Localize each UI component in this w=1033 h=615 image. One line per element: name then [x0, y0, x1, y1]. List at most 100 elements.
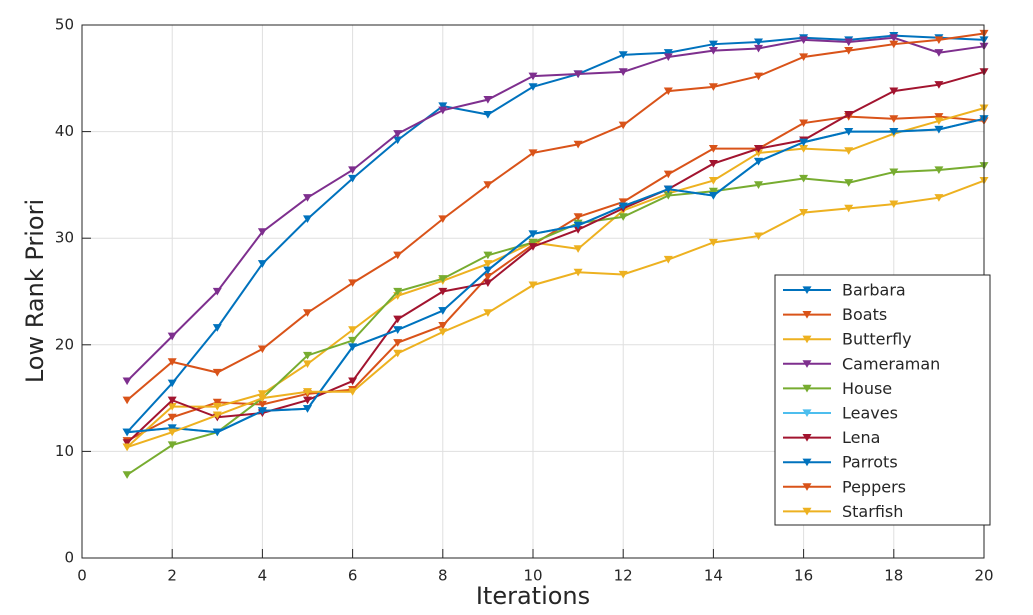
- marker: [167, 424, 177, 432]
- marker: [934, 166, 944, 175]
- marker: [167, 358, 177, 366]
- marker: [348, 279, 358, 288]
- marker: [303, 405, 312, 413]
- marker: [348, 166, 358, 175]
- marker: [528, 238, 538, 247]
- legend-label: Peppers: [842, 477, 906, 496]
- marker: [167, 413, 177, 422]
- marker: [348, 388, 358, 396]
- marker: [393, 287, 403, 296]
- marker: [708, 46, 718, 55]
- x-tick-label: 20: [974, 567, 993, 585]
- marker: [889, 168, 899, 177]
- marker: [708, 191, 718, 200]
- marker: [303, 351, 312, 360]
- marker: [934, 113, 944, 121]
- marker: [573, 221, 583, 230]
- marker: [799, 53, 809, 62]
- marker: [212, 411, 222, 420]
- marker: [528, 149, 538, 157]
- x-tick-label: 14: [704, 567, 723, 585]
- marker: [348, 326, 358, 334]
- marker: [348, 336, 358, 345]
- marker: [393, 251, 403, 260]
- marker: [708, 187, 718, 196]
- marker: [393, 136, 403, 145]
- marker: [483, 260, 493, 268]
- marker: [799, 174, 809, 183]
- marker: [122, 471, 132, 479]
- marker: [618, 202, 628, 211]
- marker: [573, 213, 583, 221]
- marker: [889, 128, 899, 136]
- legend-marker: [802, 335, 812, 344]
- marker: [528, 83, 538, 91]
- y-tick-label: 50: [55, 16, 74, 34]
- legend-label: Lena: [842, 428, 880, 447]
- marker: [212, 287, 222, 296]
- marker: [663, 185, 673, 194]
- marker: [618, 198, 628, 207]
- marker: [844, 179, 854, 187]
- marker: [257, 345, 267, 354]
- legend-marker: [802, 384, 812, 393]
- marker: [303, 360, 312, 369]
- marker: [438, 275, 448, 283]
- marker: [754, 44, 763, 53]
- marker: [257, 390, 267, 398]
- marker: [257, 228, 267, 236]
- marker: [393, 349, 403, 358]
- legend-label: Cameraman: [842, 354, 940, 373]
- x-tick-label: 16: [794, 567, 813, 585]
- y-tick-label: 20: [55, 335, 74, 353]
- marker: [799, 119, 809, 128]
- marker: [934, 194, 944, 202]
- marker: [167, 403, 177, 411]
- legend-marker: [802, 434, 812, 442]
- marker: [167, 441, 177, 450]
- marker: [799, 209, 809, 217]
- legend-marker: [802, 483, 812, 491]
- y-tick-label: 0: [64, 549, 74, 567]
- marker: [754, 38, 763, 47]
- marker: [303, 396, 312, 405]
- marker: [708, 159, 718, 168]
- ticks: 0 2 4 6 8 10 12 14 16 18 20 0 10 20 30 40 50: [55, 16, 994, 585]
- x-tick-label: 4: [258, 567, 268, 585]
- marker: [393, 339, 403, 347]
- legend-label: Parrots: [842, 453, 898, 472]
- marker: [122, 396, 132, 405]
- marker: [348, 174, 358, 183]
- marker: [438, 102, 448, 111]
- marker: [934, 125, 944, 134]
- marker: [663, 49, 673, 57]
- x-tick-label: 12: [614, 567, 633, 585]
- marker: [483, 309, 493, 317]
- legend-marker: [802, 458, 812, 467]
- series-line: [126, 32, 985, 401]
- marker: [844, 204, 854, 213]
- x-tick-label: 0: [77, 567, 87, 585]
- marker: [663, 53, 673, 62]
- series-line: [126, 34, 985, 433]
- marker: [934, 117, 944, 125]
- marker: [754, 232, 763, 241]
- marker: [438, 215, 448, 224]
- marker: [303, 309, 312, 317]
- marker: [889, 34, 899, 42]
- marker: [889, 200, 899, 209]
- marker: [438, 307, 448, 315]
- marker: [122, 377, 132, 386]
- y-tick-label: 30: [55, 229, 74, 247]
- marker: [393, 326, 403, 334]
- marker: [167, 428, 177, 437]
- marker: [348, 343, 358, 351]
- marker: [483, 110, 493, 119]
- x-tick-label: 10: [523, 567, 542, 585]
- marker: [483, 251, 493, 260]
- marker: [438, 328, 448, 337]
- series-line: [126, 107, 985, 448]
- marker: [663, 191, 673, 200]
- marker: [754, 181, 763, 189]
- marker: [799, 145, 809, 153]
